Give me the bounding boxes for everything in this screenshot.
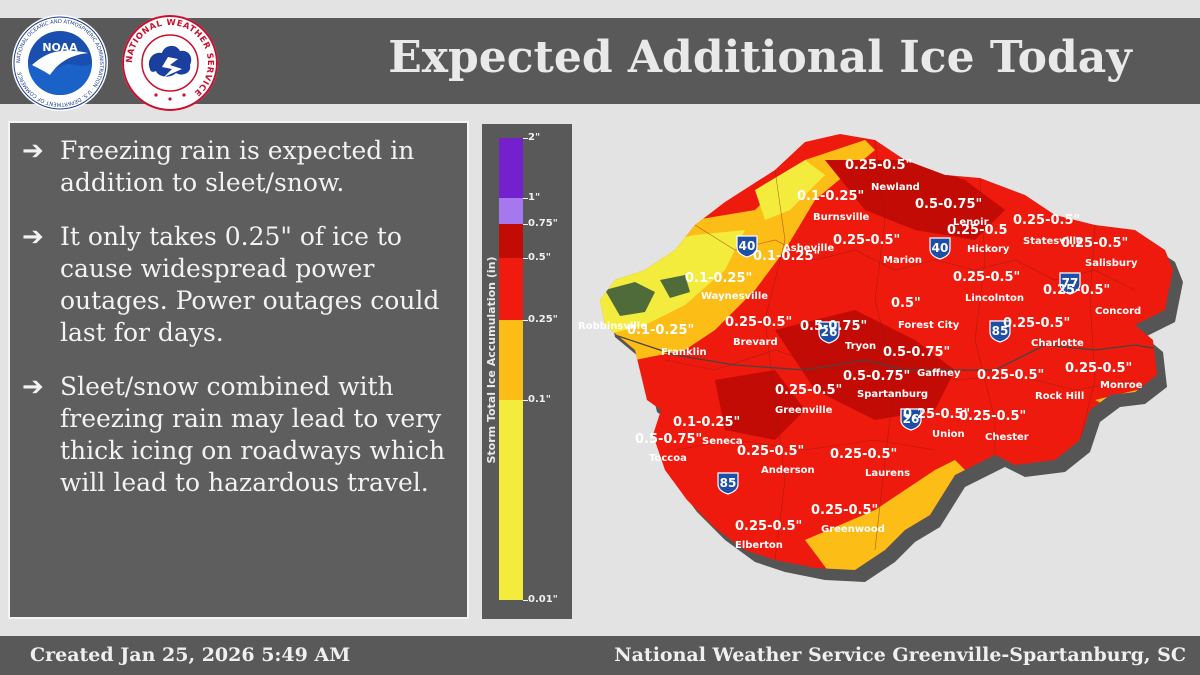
city-label: Marion bbox=[883, 255, 922, 266]
arrow-icon: ➔ bbox=[22, 372, 44, 402]
ice-amount-label: 0.25-0.5 bbox=[947, 223, 1008, 238]
arrow-icon: ➔ bbox=[22, 222, 44, 252]
city-label: Elberton bbox=[735, 540, 783, 551]
city-label: Lincolnton bbox=[965, 293, 1024, 304]
ice-amount-label: 0.5" bbox=[891, 296, 921, 311]
ice-amount-label: 0.25-0.5" bbox=[959, 409, 1026, 424]
office-name: National Weather Service Greenville-Spar… bbox=[614, 644, 1186, 666]
legend-tick: 0.75" bbox=[528, 218, 558, 229]
ice-amount-label: 0.25-0.5" bbox=[1043, 283, 1110, 298]
ice-amount-label: 0.25-0.5" bbox=[903, 407, 970, 422]
city-label: Burnsville bbox=[813, 212, 870, 223]
city-label: Greenwood bbox=[821, 524, 885, 535]
arrow-icon: ➔ bbox=[22, 136, 44, 166]
ice-amount-label: 0.5-0.75" bbox=[915, 197, 982, 212]
bullet-item: ➔ It only takes 0.25" of ice to cause wid… bbox=[22, 222, 440, 347]
legend-tick: 0.5" bbox=[528, 252, 551, 263]
ice-amount-label: 0.25-0.5" bbox=[1065, 361, 1132, 376]
ice-accumulation-map: 40 40 26 85 77 85 26 Newland Burnsville … bbox=[578, 134, 1183, 582]
interstate-shield: 77 bbox=[1059, 272, 1081, 295]
interstate-shield: 26 bbox=[900, 408, 922, 431]
svg-text:26: 26 bbox=[903, 412, 920, 426]
noaa-logo: NATIONAL OCEANIC AND ATMOSPHERIC ADMINIS… bbox=[12, 15, 108, 111]
ice-amount-label: 0.25-0.5" bbox=[737, 444, 804, 459]
bullet-item: ➔ Freezing rain is expected in addition t… bbox=[22, 136, 415, 197]
bullet-item: ➔ Sleet/snow combined with freezing rain … bbox=[22, 372, 446, 497]
legend-tick: 0.25" bbox=[528, 314, 558, 325]
ice-amount-label: 0.1-0.25" bbox=[797, 189, 864, 204]
svg-text:40: 40 bbox=[932, 241, 949, 255]
city-label: Spartanburg bbox=[857, 389, 928, 400]
legend-tick: 2" bbox=[528, 132, 541, 143]
city-label: Robbinsville bbox=[578, 321, 647, 332]
ice-amount-label: 0.5-0.75" bbox=[883, 345, 950, 360]
ice-legend: Storm Total Ice Accumulation (in) 2" 1" … bbox=[482, 124, 572, 619]
city-label: Lenoir bbox=[953, 217, 989, 228]
interstate-shield: 85 bbox=[989, 320, 1011, 343]
ice-amount-label: 0.25-0.5" bbox=[1013, 213, 1080, 228]
created-timestamp: Created Jan 25, 2026 5:49 AM bbox=[30, 644, 351, 666]
info-panel: ➔ Freezing rain is expected in addition t… bbox=[8, 121, 469, 619]
city-label: Brevard bbox=[733, 337, 778, 348]
ice-amount-label: 0.5-0.75" bbox=[800, 319, 867, 334]
city-label: Toccoa bbox=[649, 453, 687, 464]
ice-amount-label: 0.25-0.5" bbox=[977, 368, 1044, 383]
ice-amount-label: 0.25-0.5" bbox=[953, 270, 1020, 285]
svg-text:NOAA: NOAA bbox=[42, 41, 78, 54]
ice-amount-label: 0.5-0.75" bbox=[843, 369, 910, 384]
city-label: Salisbury bbox=[1085, 258, 1138, 269]
svg-text:26: 26 bbox=[821, 325, 838, 339]
svg-text:85: 85 bbox=[992, 324, 1009, 338]
ice-amount-label: 0.1-0.25" bbox=[627, 323, 694, 338]
ice-amount-label: 0.25-0.5" bbox=[1003, 316, 1070, 331]
ice-amount-label: 0.25-0.5" bbox=[811, 503, 878, 518]
svg-text:85: 85 bbox=[720, 476, 737, 490]
page-title: Expected Additional Ice Today bbox=[388, 32, 1132, 83]
city-label: Newland bbox=[871, 182, 920, 193]
svg-text:77: 77 bbox=[1062, 276, 1079, 290]
city-label: Union bbox=[932, 429, 965, 440]
ice-amount-label: 0.25-0.5" bbox=[845, 158, 912, 173]
ice-amount-label: 0.5-0.75" bbox=[635, 432, 702, 447]
footer-bar: Created Jan 25, 2026 5:49 AM National We… bbox=[0, 636, 1200, 675]
city-label: Statesville bbox=[1023, 236, 1083, 247]
city-label: Waynesville bbox=[701, 291, 768, 302]
city-label: Tryon bbox=[845, 341, 876, 352]
city-label: Franklin bbox=[661, 347, 707, 358]
city-label: Charlotte bbox=[1031, 338, 1084, 349]
city-label: Greenville bbox=[775, 405, 833, 416]
city-label: Anderson bbox=[761, 465, 815, 476]
legend-tick: 0.01" bbox=[528, 594, 558, 605]
zone-05-075 bbox=[825, 160, 1005, 240]
city-label: Rock Hill bbox=[1035, 391, 1084, 402]
city-label: Laurens bbox=[865, 468, 910, 479]
city-label: Gaffney bbox=[917, 368, 961, 379]
city-label: Forest City bbox=[898, 320, 960, 331]
city-label: Concord bbox=[1095, 306, 1141, 317]
city-label: Asheville bbox=[783, 243, 834, 254]
ice-amount-label: 0.1-0.25" bbox=[753, 249, 820, 264]
legend-color-bar bbox=[499, 138, 523, 600]
svg-text:40: 40 bbox=[739, 239, 756, 253]
ice-amount-label: 0.1-0.25" bbox=[685, 271, 752, 286]
city-label: Chester bbox=[985, 432, 1029, 443]
city-label: Monroe bbox=[1100, 380, 1143, 391]
interstate-shield: 85 bbox=[717, 472, 739, 495]
nws-logo: NATIONAL WEATHER SERVICE bbox=[122, 15, 218, 111]
ice-amount-label: 0.25-0.5" bbox=[775, 383, 842, 398]
city-label: Seneca bbox=[702, 436, 743, 447]
interstate-shield: 26 bbox=[818, 321, 840, 344]
city-label: Hickory bbox=[967, 244, 1010, 255]
ice-amount-label: 0.25-0.5" bbox=[833, 233, 900, 248]
interstate-shield: 40 bbox=[929, 237, 951, 260]
legend-tick: 1" bbox=[528, 192, 541, 203]
interstate-shield: 40 bbox=[736, 235, 758, 258]
ice-amount-label: 0.25-0.5" bbox=[830, 447, 897, 462]
legend-tick: 0.1" bbox=[528, 394, 551, 405]
ice-amount-label: 0.25-0.5" bbox=[725, 315, 792, 330]
ice-amount-label: 0.25-0.5" bbox=[735, 519, 802, 534]
ice-amount-label: 0.25-0.5" bbox=[1061, 236, 1128, 251]
ice-amount-label: 0.1-0.25" bbox=[673, 415, 740, 430]
